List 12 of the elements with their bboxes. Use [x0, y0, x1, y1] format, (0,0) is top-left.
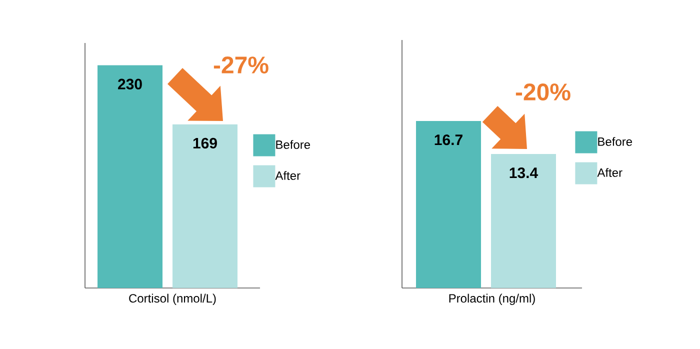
x-axis-title: Cortisol (nmol/L) [129, 294, 216, 305]
data-label: 13.4 [510, 168, 538, 178]
data-label: 169 [193, 138, 217, 148]
data-label: 16.7 [434, 134, 462, 146]
legend-label: Before [598, 137, 632, 146]
legend-label: After [275, 171, 300, 180]
legend-label: Before [276, 140, 310, 149]
x-axis-title: Prolactin (ng/ml) [449, 294, 535, 305]
annotation: -27% [214, 56, 268, 74]
data-label: 230 [118, 78, 142, 90]
legend-label: After [597, 168, 622, 177]
annotation: -20% [516, 84, 570, 100]
